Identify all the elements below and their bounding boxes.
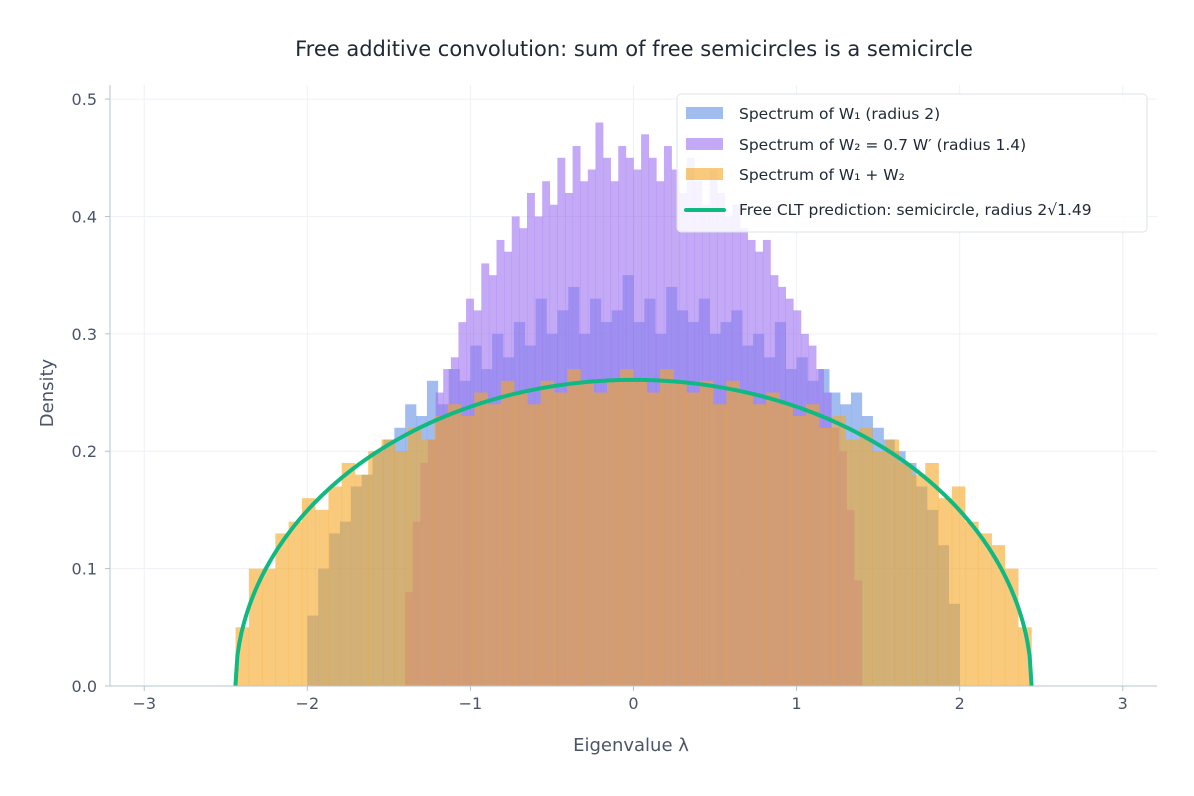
histogram-bar-3 — [699, 380, 714, 686]
histogram-bar-3 — [925, 462, 939, 686]
histogram-bar-3 — [792, 416, 807, 686]
histogram-bar-3 — [739, 392, 754, 686]
legend-label-sum: Spectrum of W₁ + W₂ — [739, 166, 905, 184]
x-tick-label: −2 — [296, 694, 320, 713]
histogram-bar-3 — [447, 404, 462, 686]
histogram-bar-3 — [474, 392, 488, 686]
histogram-bar-3 — [660, 369, 674, 686]
y-tick-label: 0.5 — [72, 90, 97, 109]
histogram-bar-3 — [991, 545, 1006, 686]
histogram-bar-3 — [805, 404, 820, 686]
histogram-bar-3 — [673, 380, 687, 686]
y-axis-label: Density — [37, 358, 58, 427]
histogram-bar-3 — [580, 380, 595, 686]
chart-title: Free additive convolution: sum of free s… — [295, 37, 973, 61]
histogram-bar-3 — [779, 404, 793, 686]
legend-swatch-sum — [686, 168, 723, 180]
histogram-bar-3 — [620, 369, 634, 686]
histogram-bar-3 — [288, 521, 303, 686]
histogram-bar-3 — [606, 380, 621, 686]
histogram-bar-3 — [341, 462, 356, 686]
legend-swatch-w2 — [686, 138, 723, 150]
axes: −3 −2 −1 0 1 2 3 0.0 0.1 0.2 0.3 0.4 0.5 — [72, 85, 1157, 713]
histogram-bar-3 — [938, 498, 953, 686]
histogram-bar-3 — [965, 521, 979, 686]
legend-swatch-w1 — [686, 107, 723, 119]
histogram-bar-3 — [593, 392, 608, 686]
histogram-bar-3 — [315, 509, 329, 686]
histogram-bar-3 — [301, 498, 316, 686]
histogram-bar-3 — [646, 392, 661, 686]
histogram-bar-3 — [845, 439, 860, 686]
histogram-bar-3 — [354, 474, 369, 686]
histogram-bar-3 — [500, 380, 515, 686]
histogram-bar-3 — [978, 533, 992, 686]
histogram-bar-3 — [394, 451, 409, 686]
y-tick-label: 0.2 — [72, 442, 97, 461]
y-tick-label: 0.4 — [72, 207, 97, 226]
histogram-bar-3 — [713, 404, 727, 686]
x-tick-label: −3 — [132, 694, 156, 713]
legend-label-w1: Spectrum of W₁ (radius 2) — [739, 105, 940, 123]
histogram-bars — [235, 122, 1032, 686]
histogram-bar-3 — [434, 416, 449, 686]
x-tick-label: 2 — [955, 694, 965, 713]
histogram-bar-3 — [381, 439, 396, 686]
x-tick-label: 1 — [791, 694, 801, 713]
histogram-bar-3 — [633, 380, 648, 686]
histogram-bar-3 — [553, 392, 568, 686]
histogram-bar-3 — [567, 369, 581, 686]
histogram-bar-3 — [912, 474, 926, 686]
histogram-bar-3 — [832, 416, 847, 686]
y-tick-label: 0.3 — [72, 325, 97, 344]
x-axis-label: Eigenvalue λ — [573, 735, 689, 756]
histogram-bar-3 — [487, 404, 502, 686]
histogram-bar-3 — [686, 392, 701, 686]
histogram-bar-3 — [819, 427, 833, 686]
histogram-bar-3 — [262, 568, 276, 686]
histogram-bar-3 — [408, 427, 422, 686]
legend: Spectrum of W₁ (radius 2) Spectrum of W₂… — [676, 93, 1148, 233]
legend-label-w2: Spectrum of W₂ = 0.7 W′ (radius 1.4) — [739, 136, 1026, 154]
histogram-bar-3 — [328, 486, 342, 686]
x-tick-label: 0 — [628, 694, 638, 713]
histogram-bar-3 — [885, 439, 900, 686]
histogram-bar-3 — [514, 392, 528, 686]
x-tick-label: −1 — [459, 694, 483, 713]
histogram-bar-3 — [766, 392, 780, 686]
histogram-bar-3 — [527, 404, 541, 686]
histogram-bar-3 — [872, 451, 886, 686]
histogram-bar-3 — [858, 427, 873, 686]
x-tick-label: 3 — [1118, 694, 1128, 713]
histogram-bar-3 — [898, 462, 913, 686]
legend-label-curve: Free CLT prediction: semicircle, radius … — [739, 201, 1092, 219]
histogram-bar-3 — [726, 380, 740, 686]
histogram-bar-3 — [275, 533, 289, 686]
histogram-bar-3 — [461, 416, 475, 686]
histogram-bar-3 — [951, 486, 966, 686]
legend-box — [676, 93, 1148, 233]
histogram-bar-3 — [421, 439, 435, 686]
semicircle-curve — [233, 377, 1034, 687]
histogram-bar-3 — [540, 380, 555, 686]
y-tick-label: 0.0 — [72, 677, 97, 696]
y-tick-label: 0.1 — [72, 560, 97, 579]
histogram-bar-3 — [752, 404, 767, 686]
histogram-bar-3 — [368, 451, 382, 686]
